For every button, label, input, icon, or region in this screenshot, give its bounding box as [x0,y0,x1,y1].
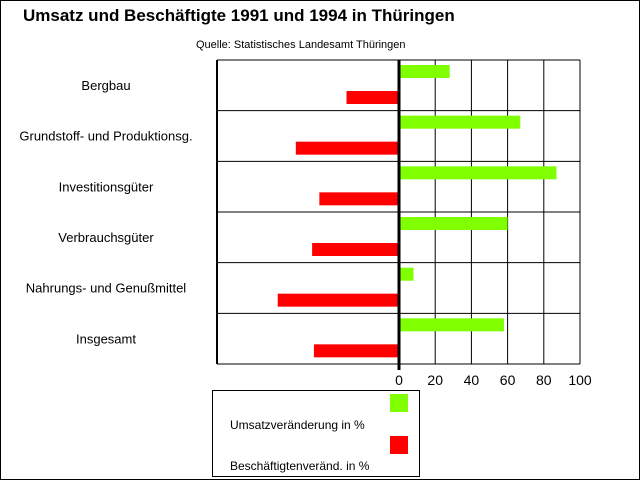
bar-beschaeftigte [312,243,399,256]
bar-umsatz [399,115,521,129]
legend-label-beschaeftigte: Beschäftigtenveränd. in % [230,459,370,473]
legend-swatch-beschaeftigte [390,436,408,454]
chart-title: Umsatz und Beschäftigte 1991 und 1994 in… [23,6,455,25]
bar-beschaeftigte [346,91,399,104]
category-label: Insgesamt [76,331,136,346]
category-label: Nahrungs- und Genußmittel [26,281,187,296]
x-tick-label: 40 [464,372,480,388]
category-label: Verbrauchsgüter [58,230,154,245]
bar-umsatz [399,65,450,78]
category-label: Bergbau [81,78,130,93]
x-tick-label: 60 [500,372,516,388]
category-label: Investitionsgüter [59,179,154,194]
bar-umsatz [399,166,557,180]
bar-umsatz [399,217,508,230]
x-tick-label: 80 [536,372,552,388]
bar-beschaeftigte [295,141,399,155]
bar-umsatz [399,267,414,281]
bar-umsatz [399,318,504,332]
category-label: Grundstoff- und Produktionsg. [19,129,192,144]
bar-beschaeftigte [313,344,399,358]
chart-source: Quelle: Statistisches Landesamt Thüringe… [196,39,406,51]
x-tick-label: 20 [427,372,443,388]
legend: Umsatzveränderung in % Beschäftigtenverä… [212,390,420,477]
bar-beschaeftigte [319,192,399,206]
legend-swatch-umsatz [390,394,408,412]
bar-beschaeftigte [277,293,399,307]
x-tick-label: 0 [395,372,403,388]
x-tick-label: 100 [568,372,592,388]
legend-label-umsatz: Umsatzveränderung in % [230,418,365,432]
